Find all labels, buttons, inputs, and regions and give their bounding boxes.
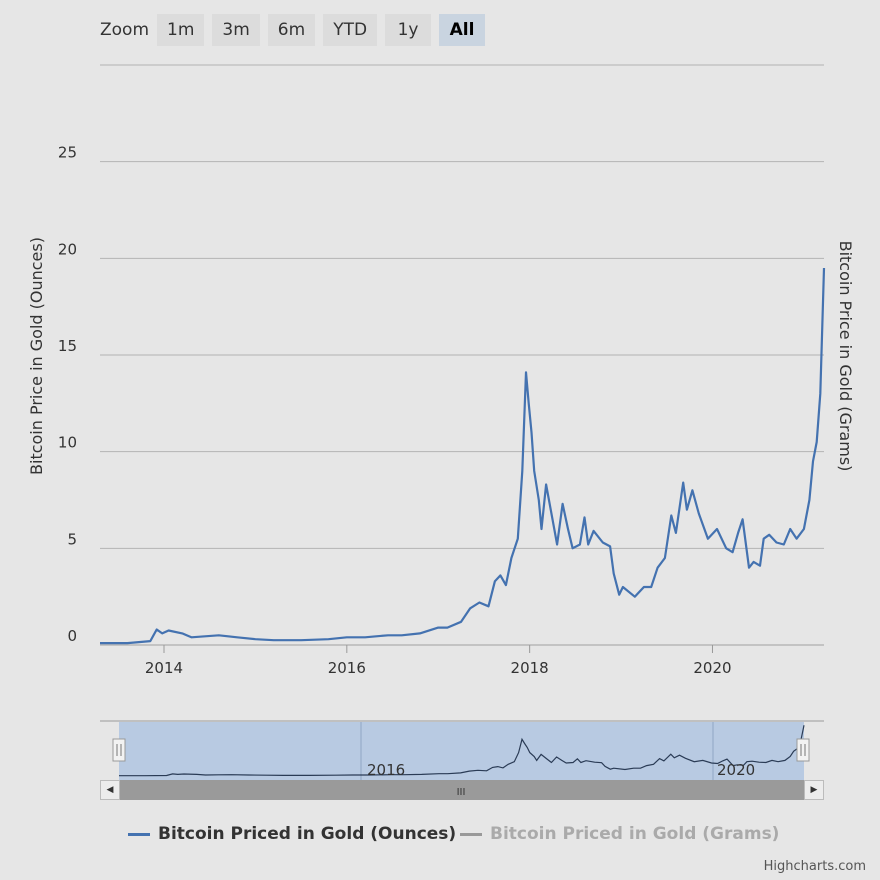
axis-ticks: 0 5 10 15 20 25 2014 2016 2018 2020 <box>58 144 732 677</box>
navigator-handle-right[interactable] <box>796 738 810 762</box>
legend-label-ounces: Bitcoin Priced in Gold (Ounces) <box>158 824 457 844</box>
zoom-all-button[interactable]: All <box>439 14 486 46</box>
grid-lines <box>100 64 824 646</box>
zoom-bar: Zoom 1m 3m 6m YTD 1y All <box>100 14 493 46</box>
navigator-series-line <box>119 725 805 777</box>
zoom-1y-button[interactable]: 1y <box>385 14 432 46</box>
navigator-label-2020: 2020 <box>717 761 755 779</box>
scrollbar-thumb[interactable] <box>119 780 804 800</box>
x-tick-label-2016: 2016 <box>328 659 366 677</box>
navigator-handle-left[interactable] <box>112 738 126 762</box>
y-tick-label-5: 5 <box>67 530 77 548</box>
scrollbar[interactable]: III <box>100 780 824 800</box>
series-line-ounces[interactable] <box>100 267 826 645</box>
x-tick-label-2014: 2014 <box>145 659 183 677</box>
y-tick-label-10: 10 <box>58 434 77 452</box>
y-tick-label-0: 0 <box>67 627 77 645</box>
navigator-selection[interactable] <box>119 722 804 780</box>
zoom-3m-button[interactable]: 3m <box>212 14 260 46</box>
zoom-6m-button[interactable]: 6m <box>267 14 316 46</box>
y-axis-title-left: Bitcoin Price in Gold (Ounces) <box>27 237 46 475</box>
navigator-label-2016: 2016 <box>367 761 405 779</box>
y-tick-label-20: 20 <box>58 240 77 258</box>
legend-label-grams: Bitcoin Priced in Gold (Grams) <box>490 824 780 844</box>
scrollbar-right-button[interactable]: ▶ <box>804 780 824 800</box>
series-layer <box>100 267 826 645</box>
zoom-label: Zoom <box>100 20 150 40</box>
legend-item-ounces[interactable]: Bitcoin Priced in Gold (Ounces) <box>128 824 456 844</box>
x-tick-label-2020: 2020 <box>693 659 731 677</box>
x-tick-label-2018: 2018 <box>511 659 549 677</box>
navigator[interactable]: 2016 2020 <box>100 720 824 780</box>
legend: Bitcoin Priced in Gold (Ounces) Bitcoin … <box>0 824 880 848</box>
zoom-1m-button[interactable]: 1m <box>157 14 205 46</box>
legend-swatch-ounces <box>128 832 150 836</box>
zoom-ytd-button[interactable]: YTD <box>323 14 378 46</box>
scrollbar-left-button[interactable]: ◀ <box>100 780 120 800</box>
y-tick-label-15: 15 <box>58 337 77 355</box>
y-tick-label-25: 25 <box>58 144 77 162</box>
scrollbar-grip: III <box>457 787 466 798</box>
y-axis-title-right: Bitcoin Price in Gold (Grams) <box>836 241 855 472</box>
credit-link[interactable]: Highcharts.com <box>763 859 866 874</box>
legend-swatch-grams <box>460 832 482 836</box>
legend-item-grams[interactable]: Bitcoin Priced in Gold (Grams) <box>460 824 779 844</box>
